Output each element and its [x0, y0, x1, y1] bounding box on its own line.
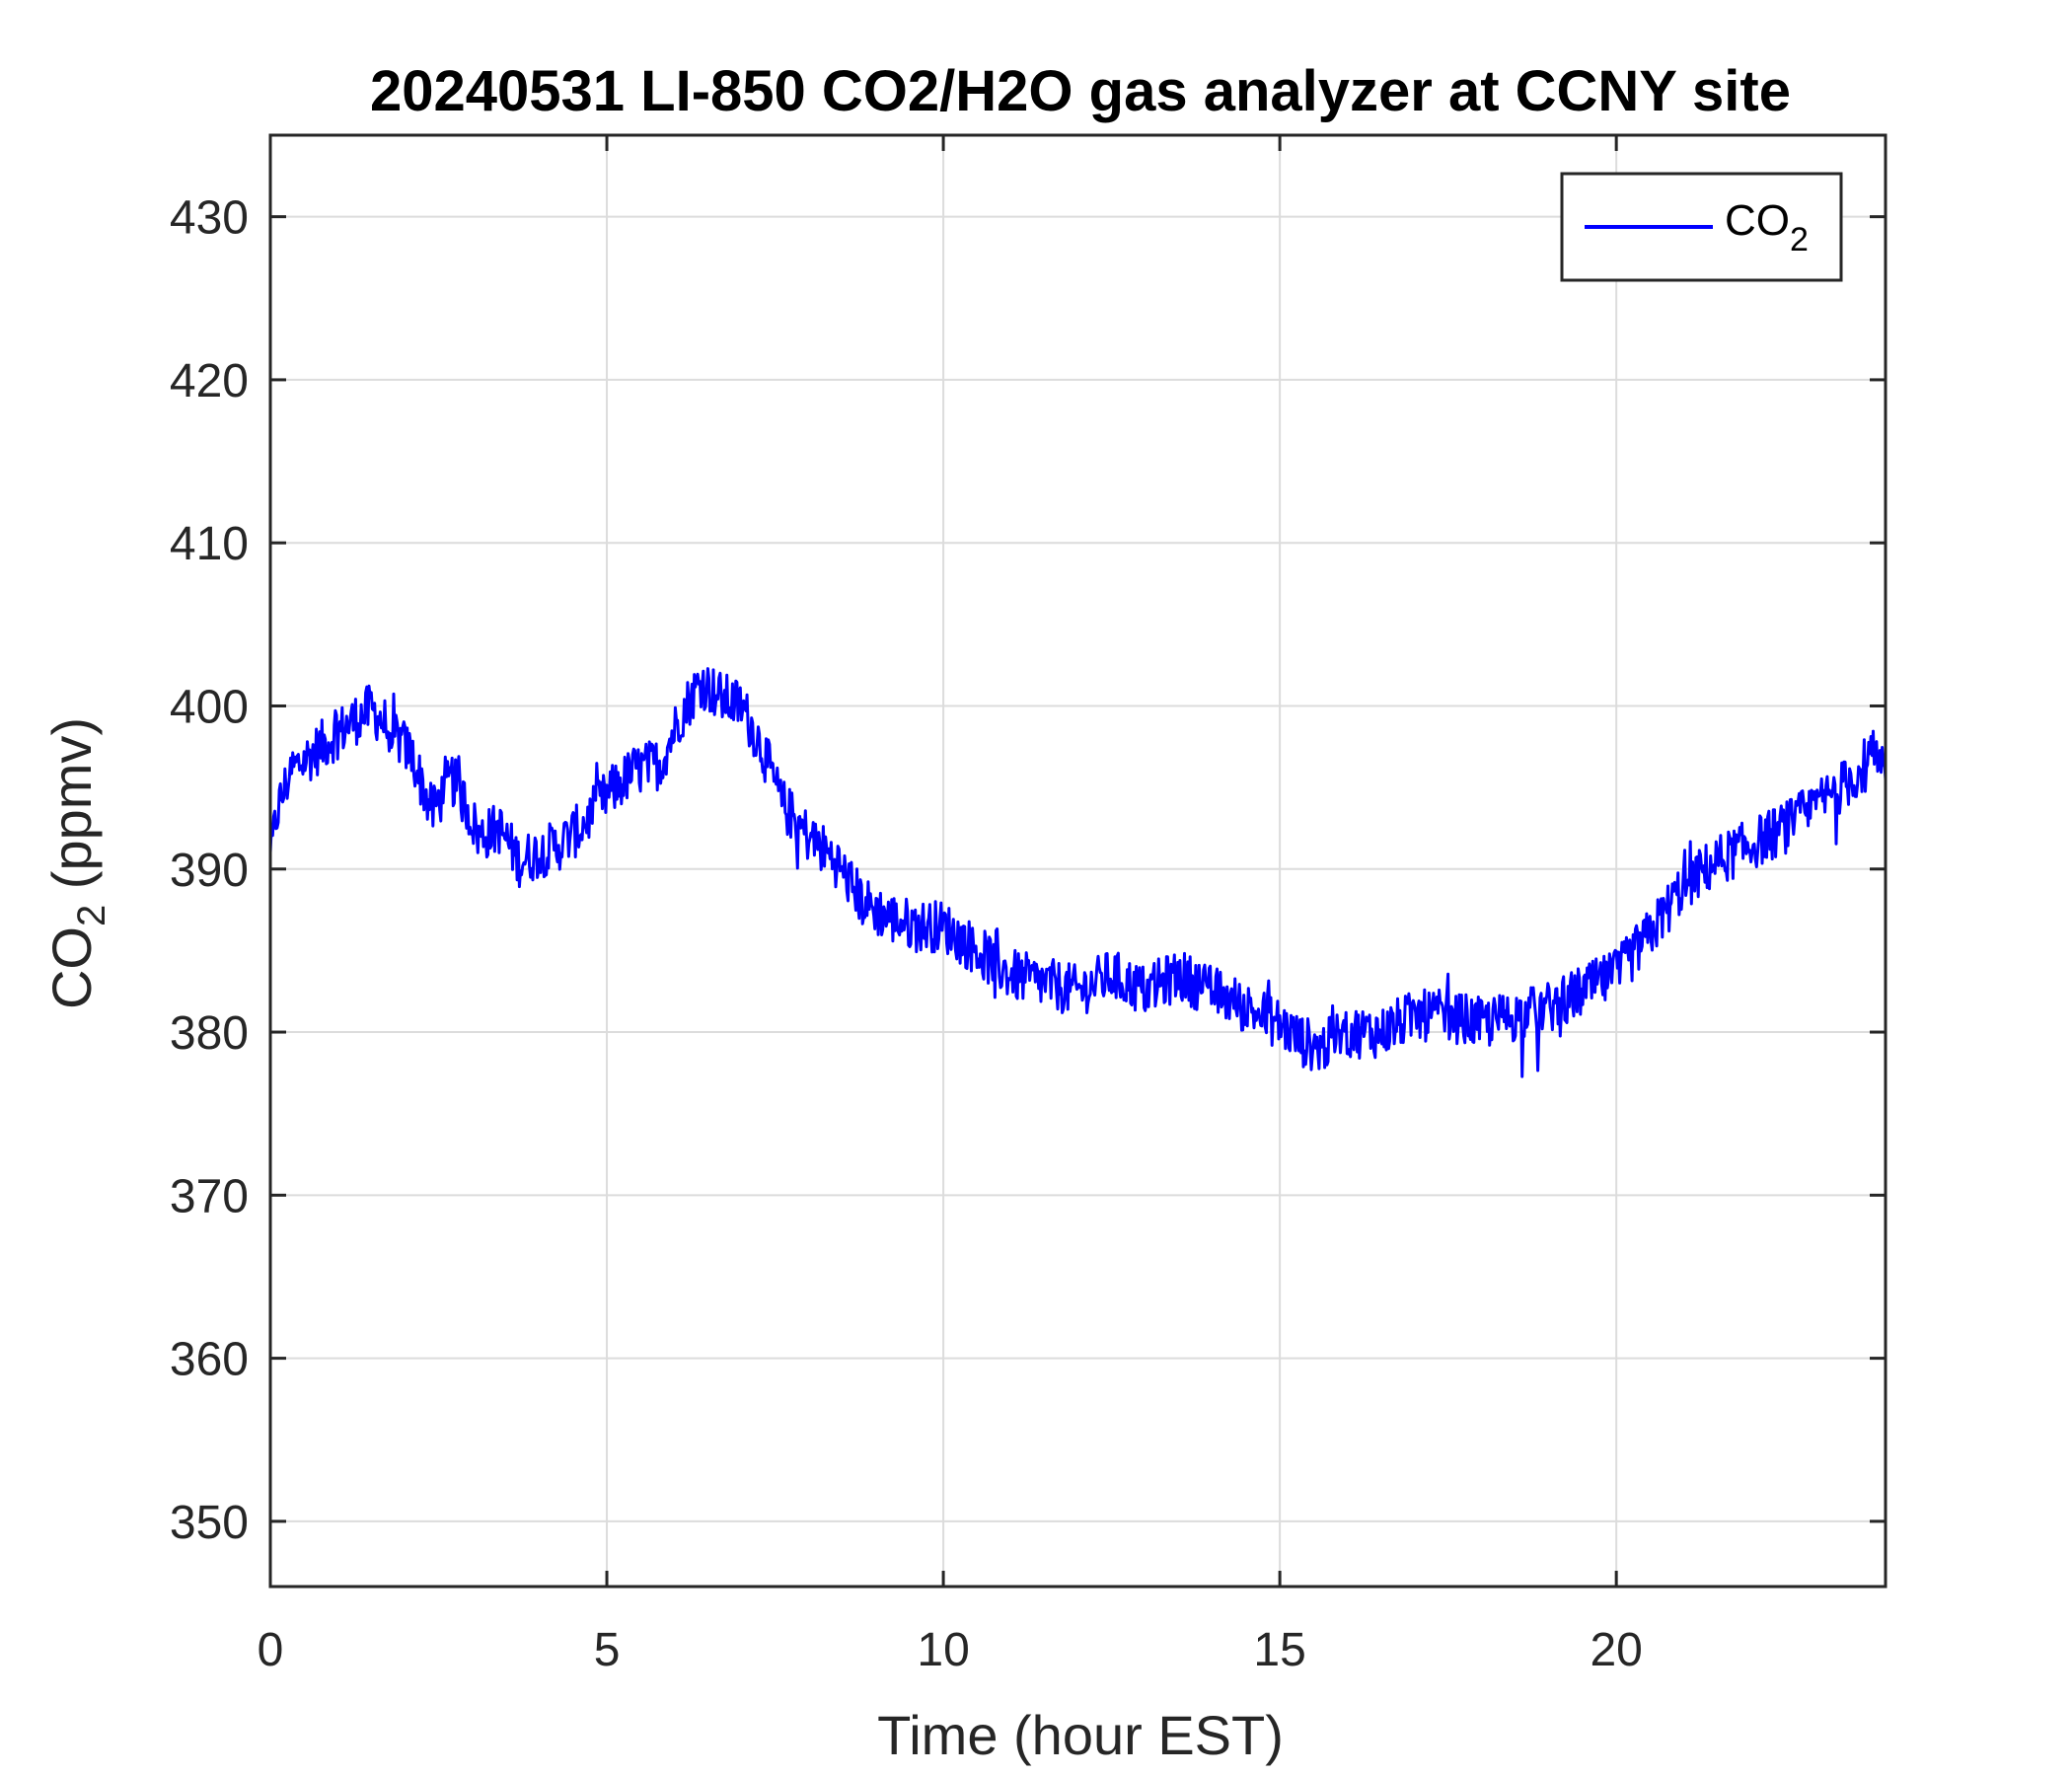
y-tick-label: 360: [170, 1334, 249, 1386]
tick-marks: [268, 135, 1886, 1587]
y-axis-label-unit: (ppmv): [40, 717, 103, 905]
y-tick-label: 420: [170, 355, 249, 407]
y-axis-label-subscript: 2: [70, 905, 113, 926]
y-axis-label: CO2 (ppmv): [40, 717, 113, 1009]
svg-text:CO2: CO2: [1725, 196, 1809, 259]
x-tick-labels: 0 5 10 15 20: [258, 1624, 1643, 1676]
y-tick-label: 350: [170, 1497, 249, 1549]
chart-title: 20240531 LI-850 CO2/H2O gas analyzer at …: [370, 59, 1791, 123]
series-layer: [268, 667, 1887, 1078]
y-tick-label: 430: [170, 192, 249, 245]
co2-series-line: [268, 667, 1887, 1078]
x-axis-label: Time (hour EST): [877, 1704, 1284, 1766]
y-tick-label: 380: [170, 1007, 249, 1060]
legend: CO2: [1560, 172, 1843, 282]
y-tick-labels: 350 360 370 380 390 400 410 420 430: [170, 192, 249, 1549]
x-tick-label: 15: [1253, 1624, 1305, 1676]
x-tick-label: 5: [594, 1624, 621, 1676]
y-axis-label-main: CO: [40, 926, 103, 1009]
y-tick-label: 370: [170, 1170, 249, 1222]
legend-label-subscript: 2: [1790, 221, 1809, 259]
x-tick-label: 20: [1590, 1624, 1642, 1676]
y-tick-label: 410: [170, 518, 249, 570]
x-tick-label: 10: [917, 1624, 969, 1676]
legend-label-main: CO: [1725, 196, 1790, 245]
plot-frame: [268, 133, 1887, 1589]
svg-text:CO2 (ppmv): CO2 (ppmv): [40, 717, 113, 1009]
x-tick-label: 0: [258, 1624, 284, 1676]
y-tick-label: 400: [170, 681, 249, 733]
y-tick-label: 390: [170, 845, 249, 897]
